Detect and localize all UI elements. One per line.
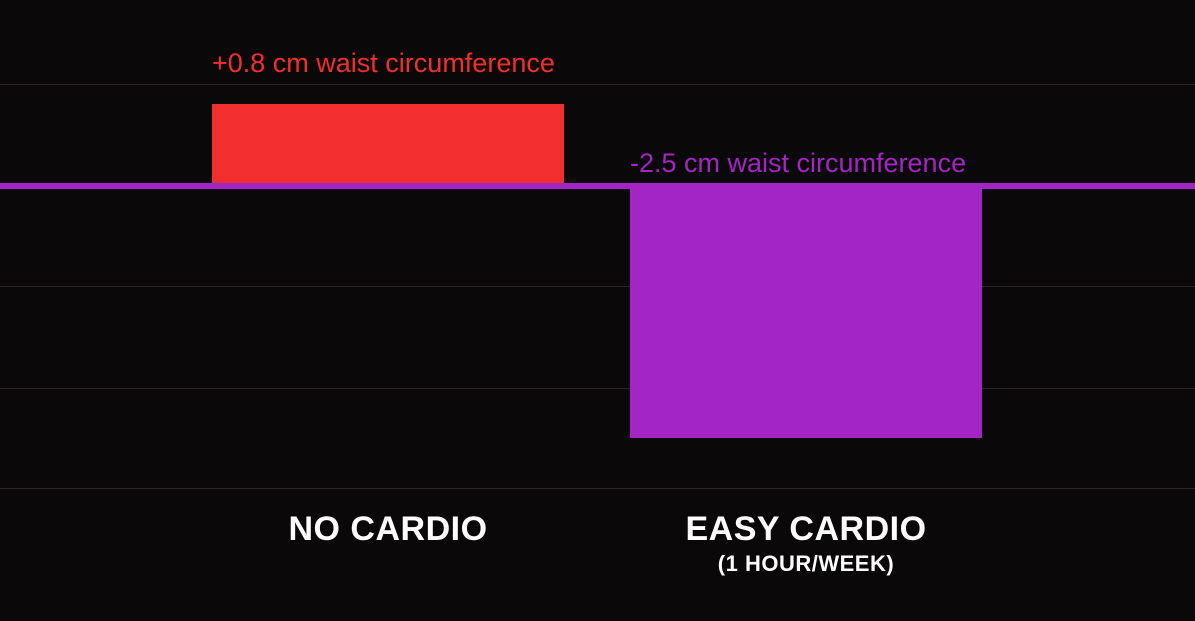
category-label-easy-cardio: EASY CARDIO (1 HOUR/WEEK) — [556, 510, 1056, 577]
category-label-text: NO CARDIO — [288, 510, 487, 548]
category-sublabel-text: (1 HOUR/WEEK) — [556, 551, 1056, 577]
value-label-easy-cardio: -2.5 cm waist circumference — [630, 148, 966, 179]
chart-canvas: +0.8 cm waist circumference NO CARDIO -2.5… — [0, 0, 1195, 621]
gridline — [0, 84, 1195, 85]
bar-no-cardio — [212, 104, 564, 186]
baseline — [0, 183, 1195, 189]
gridline — [0, 388, 1195, 389]
value-label-no-cardio: +0.8 cm waist circumference — [212, 48, 555, 79]
bar-easy-cardio — [630, 186, 982, 438]
category-label-text: EASY CARDIO — [685, 510, 926, 548]
gridline — [0, 488, 1195, 489]
gridline — [0, 286, 1195, 287]
